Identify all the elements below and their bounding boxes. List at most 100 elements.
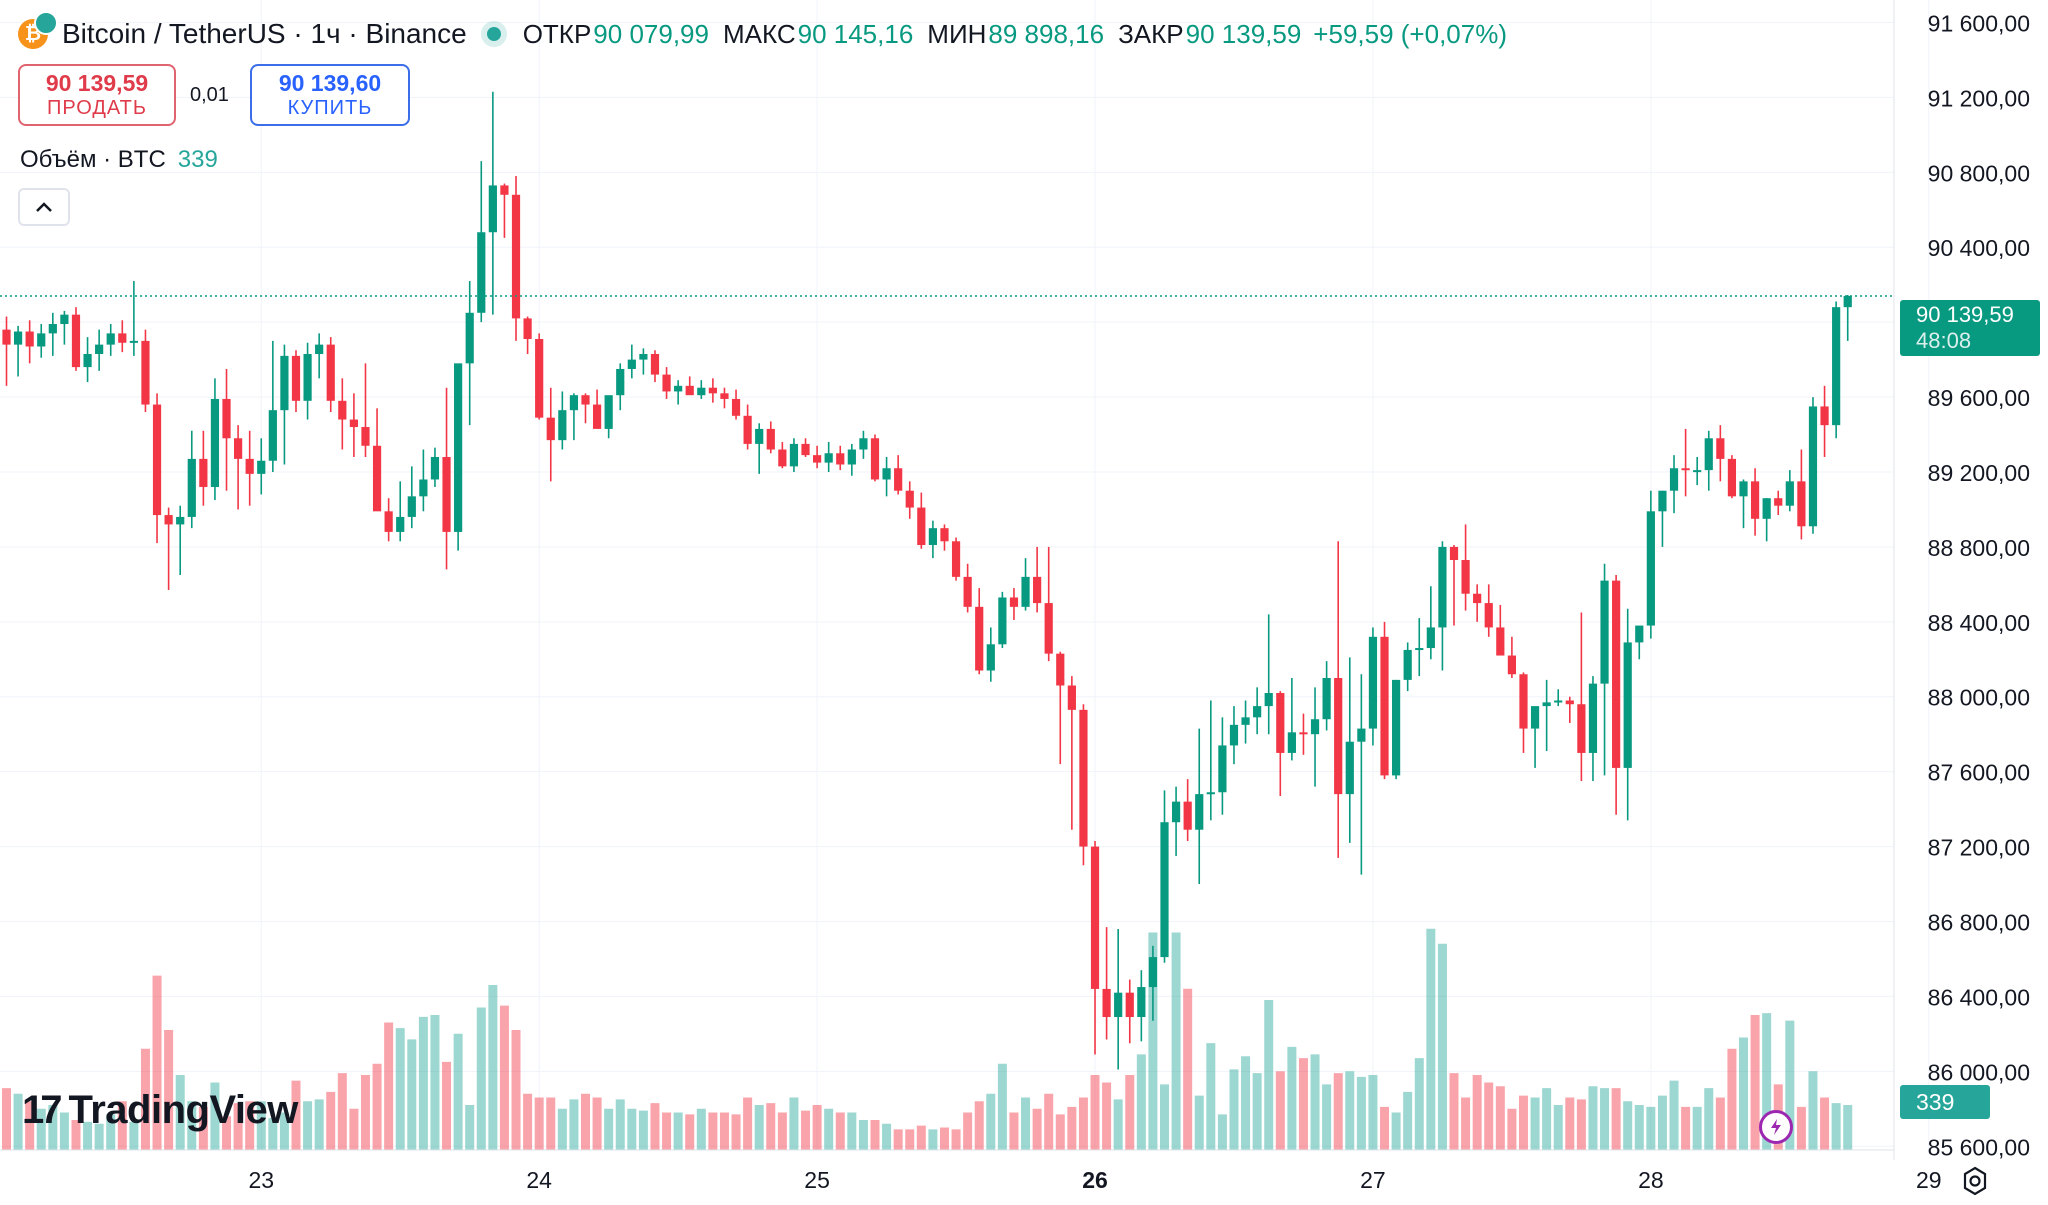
candle-body[interactable] [1449,546,1459,561]
candle-body[interactable] [222,398,231,439]
candle-body[interactable] [535,339,544,418]
candle-body[interactable] [488,185,497,233]
candle-body[interactable] [1276,692,1285,753]
candle-body[interactable] [581,395,590,405]
candle-body[interactable] [1727,458,1737,497]
candle-body[interactable] [1577,704,1586,753]
candle-body[interactable] [1241,717,1250,725]
candle-body[interactable] [998,597,1007,645]
candle-body[interactable] [523,318,532,340]
candle-body[interactable] [1033,576,1042,604]
candle-body[interactable] [141,340,150,405]
candle-body[interactable] [1253,706,1262,718]
candle-body[interactable] [1785,481,1794,506]
candle-body[interactable] [1646,511,1655,626]
tradingview-logo[interactable]: 17 TradingView [22,1088,298,1133]
candle-body[interactable] [1392,679,1401,776]
candle-body[interactable] [1843,295,1852,308]
candle-body[interactable] [1357,728,1366,742]
candle-body[interactable] [1079,709,1088,847]
candle-body[interactable] [569,395,579,411]
candle-body[interactable] [1229,724,1239,746]
candle-body[interactable] [940,528,949,542]
candle-body[interactable] [1588,683,1598,753]
candle-body[interactable] [836,453,845,465]
candle-body[interactable] [1322,678,1331,720]
candle-body[interactable] [592,404,602,429]
candle-body[interactable] [708,387,717,394]
candle-body[interactable] [1171,801,1181,823]
candle-body[interactable] [430,457,440,480]
symbol-title[interactable]: Bitcoin / TetherUS · 1ч · Binance [62,18,467,49]
candle-body[interactable] [963,576,972,607]
candle-body[interactable] [1704,438,1713,471]
candle-body[interactable] [801,443,810,456]
candle-body[interactable] [986,644,995,671]
candle-body[interactable] [894,468,903,491]
candle-body[interactable] [500,185,509,195]
candle-body[interactable] [303,353,312,401]
candle-body[interactable] [1426,627,1435,649]
candle-body[interactable] [187,458,196,517]
candle-body[interactable] [95,344,104,354]
candle-body[interactable] [1334,678,1343,795]
candle-body[interactable] [1530,706,1540,729]
candle-body[interactable] [1345,741,1354,795]
candle-body[interactable] [210,398,220,487]
candle-body[interactable] [870,438,880,480]
candle-body[interactable] [847,449,856,465]
candle-body[interactable] [349,419,358,428]
candle-body[interactable] [1125,992,1134,1018]
candle-body[interactable] [419,479,428,497]
candle-body[interactable] [1148,957,1158,988]
candle-body[interactable] [199,458,208,487]
candle-body[interactable] [1090,846,1100,989]
candle-body[interactable] [1044,603,1053,654]
candle-body[interactable] [37,333,46,347]
candle-body[interactable] [1218,745,1227,793]
candle-body[interactable] [813,455,822,463]
candle-body[interactable] [1658,490,1667,512]
candle-body[interactable] [546,417,555,441]
candle-body[interactable] [1820,406,1829,426]
candle-body[interactable] [465,312,474,364]
candle-body[interactable] [1009,597,1019,607]
candle-body[interactable] [604,395,613,429]
candle-body[interactable] [1797,481,1806,527]
candle-body[interactable] [164,515,173,525]
candle-body[interactable] [905,490,914,508]
candle-body[interactable] [1021,576,1030,607]
candle-body[interactable] [1415,648,1424,651]
candle-body[interactable] [1160,822,1169,958]
candle-body[interactable] [650,353,660,375]
candle-body[interactable] [685,385,694,396]
candle-body[interactable] [1299,732,1308,735]
candle-body[interactable] [1669,468,1679,491]
candle-body[interactable] [1473,593,1482,604]
candle-body[interactable] [1067,685,1076,710]
candle-body[interactable] [60,314,69,325]
candle-body[interactable] [1600,580,1609,684]
candle-body[interactable] [1403,649,1412,680]
candle-body[interactable] [511,194,521,319]
candle-body[interactable] [280,355,289,411]
candle-body[interactable] [674,385,683,392]
time-axis[interactable]: 23 24 25 26 27 28 29 [248,1167,1941,1193]
candle-body[interactable] [442,457,451,532]
candle-body[interactable] [1183,801,1192,830]
candle-body[interactable] [928,528,937,546]
candle-body[interactable] [1137,987,1146,1018]
candle-body[interactable] [245,458,254,474]
candle-body[interactable] [882,468,891,480]
candle-body[interactable] [1195,794,1204,830]
candle-body[interactable] [234,438,243,459]
candle-body[interactable] [48,324,57,334]
candle-body[interactable] [789,443,799,467]
candle-body[interactable] [477,232,486,313]
candle-body[interactable] [71,314,81,368]
candle-body[interactable] [1808,406,1818,527]
collapse-legend-button[interactable] [18,188,70,226]
candle-body[interactable] [720,393,729,399]
candle-body[interactable] [1484,603,1493,628]
